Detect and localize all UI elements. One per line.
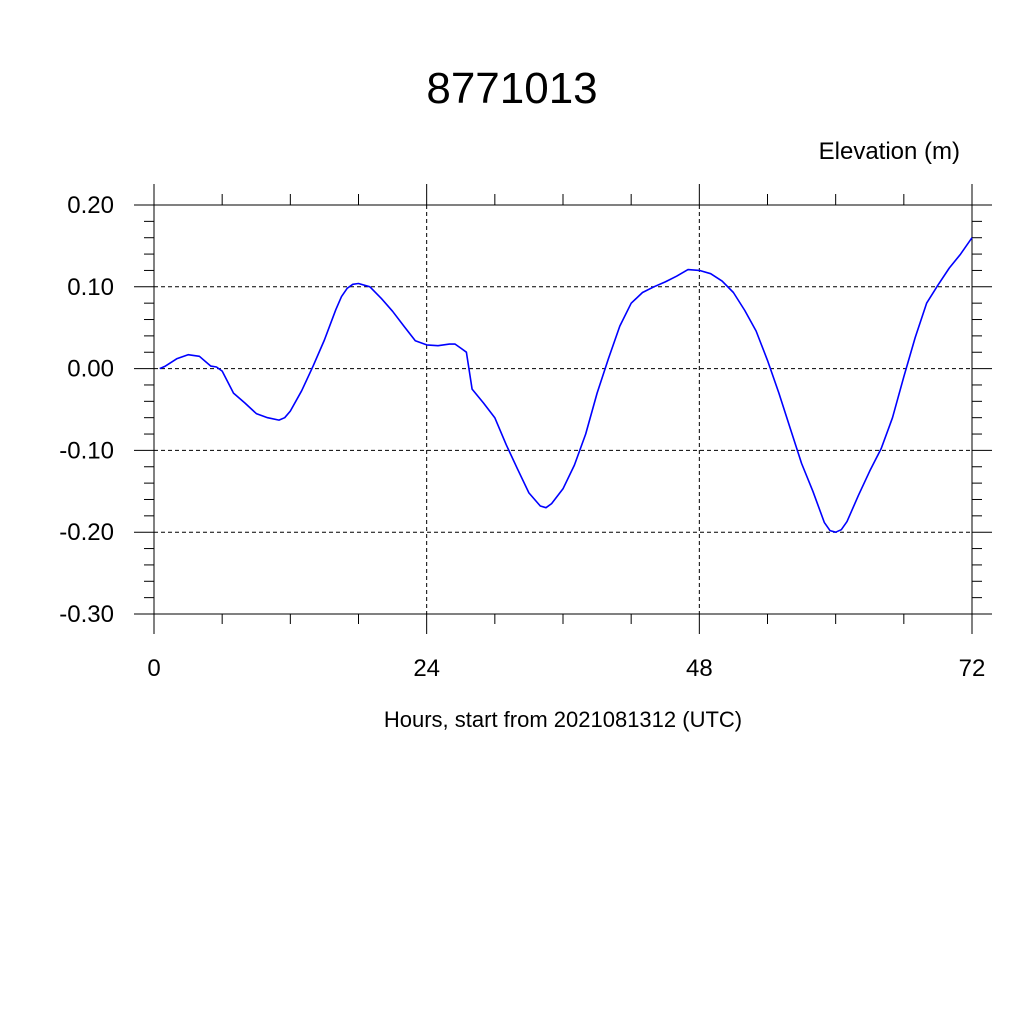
y-tick-label: 0.00	[67, 356, 114, 383]
y-tick-label: -0.10	[59, 437, 114, 464]
y-tick-label: -0.20	[59, 519, 114, 546]
x-axis-label: Hours, start from 2021081312 (UTC)	[383, 707, 743, 732]
x-tick-label: 0	[147, 655, 160, 682]
y-tick-label: -0.30	[59, 601, 114, 628]
x-tick-label: 72	[959, 655, 986, 682]
plot-frame	[153, 204, 973, 615]
x-tick-label: 48	[686, 655, 713, 682]
y-tick-label: 0.20	[67, 192, 114, 219]
y-tick-label: 0.10	[67, 274, 114, 301]
elevation-series-line	[159, 237, 973, 534]
chart-title: 8771013	[426, 64, 598, 113]
y-axis-label: Elevation (m)	[818, 138, 960, 165]
x-tick-label: 24	[413, 655, 440, 682]
